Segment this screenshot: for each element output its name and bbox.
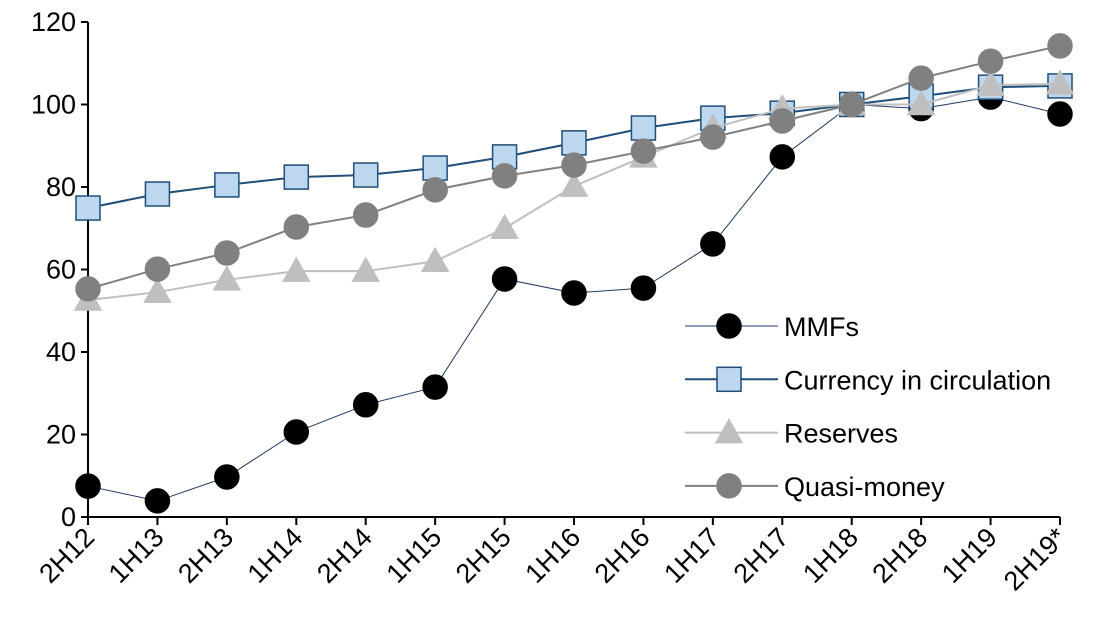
legend-marker: [716, 313, 742, 339]
point: [422, 374, 448, 400]
y-tick-label: 100: [31, 90, 76, 120]
point: [491, 266, 518, 292]
point: [144, 488, 171, 514]
x-tick-label: 1H15: [381, 522, 448, 589]
x-tick-label: 2H14: [311, 522, 378, 589]
point: [75, 473, 101, 499]
x-tick-label: 1H19: [936, 522, 1003, 589]
point: [144, 256, 171, 282]
point: [561, 130, 587, 156]
point: [282, 256, 311, 282]
point: [906, 89, 936, 116]
x-tick-label: 1H16: [519, 522, 586, 589]
point: [838, 91, 865, 118]
legend-label: Reserves: [784, 419, 898, 449]
point: [420, 246, 450, 272]
point: [422, 177, 448, 203]
point: [352, 202, 379, 228]
point: [561, 152, 587, 178]
point: [1047, 101, 1073, 127]
x-tick-label: 1H18: [797, 522, 864, 589]
x-tick-label: 1H14: [242, 522, 309, 589]
x-tick-label: 2H17: [728, 522, 795, 589]
point: [75, 195, 101, 221]
point: [977, 48, 1004, 74]
point: [630, 115, 657, 141]
x-tick-label: 2H18: [867, 522, 934, 589]
y-tick-label: 40: [46, 337, 76, 367]
point: [212, 265, 242, 291]
point: [422, 155, 448, 181]
point: [630, 138, 657, 164]
point: [1047, 33, 1073, 59]
legend-label: MMFs: [784, 312, 859, 342]
point: [908, 65, 934, 91]
point: [630, 275, 657, 301]
point: [700, 124, 726, 150]
y-tick-label: 60: [46, 255, 76, 285]
point: [144, 181, 171, 207]
x-tick-label: 2H12: [33, 522, 100, 589]
point: [352, 162, 379, 188]
y-tick-label: 80: [46, 172, 76, 202]
point: [490, 213, 519, 239]
point: [352, 392, 379, 418]
legend: MMFs Currency in circulation Reserves Quasi…: [685, 312, 1051, 502]
point: [559, 171, 589, 197]
point: [351, 256, 380, 282]
point: [283, 214, 310, 240]
legend-label: Currency in circulation: [784, 365, 1051, 395]
point: [214, 240, 240, 266]
legend-marker: [714, 418, 744, 444]
legend-label: Quasi-money: [784, 472, 945, 502]
point: [1045, 69, 1075, 95]
point: [491, 163, 518, 189]
point: [214, 172, 240, 198]
point: [769, 108, 796, 134]
x-tick-label: 2H16: [589, 522, 656, 589]
point: [283, 164, 310, 190]
legend-marker: [716, 473, 742, 499]
point: [214, 464, 240, 490]
x-tick-label: 2H19*: [998, 522, 1073, 597]
legend-marker: [716, 366, 742, 393]
point: [976, 70, 1005, 96]
series: [75, 33, 1073, 302]
point: [143, 277, 172, 303]
point: [75, 276, 101, 302]
x-tick-label: 1H13: [103, 522, 170, 589]
y-tick-label: 0: [61, 502, 76, 532]
point: [700, 231, 726, 257]
point: [283, 419, 310, 445]
y-tick-label: 120: [31, 7, 76, 37]
point: [769, 144, 796, 170]
y-tick-label: 20: [46, 420, 76, 450]
point: [561, 280, 587, 306]
x-tick-label: 1H17: [658, 522, 725, 589]
x-tick-label: 2H13: [172, 522, 239, 589]
x-tick-label: 2H15: [450, 522, 517, 589]
